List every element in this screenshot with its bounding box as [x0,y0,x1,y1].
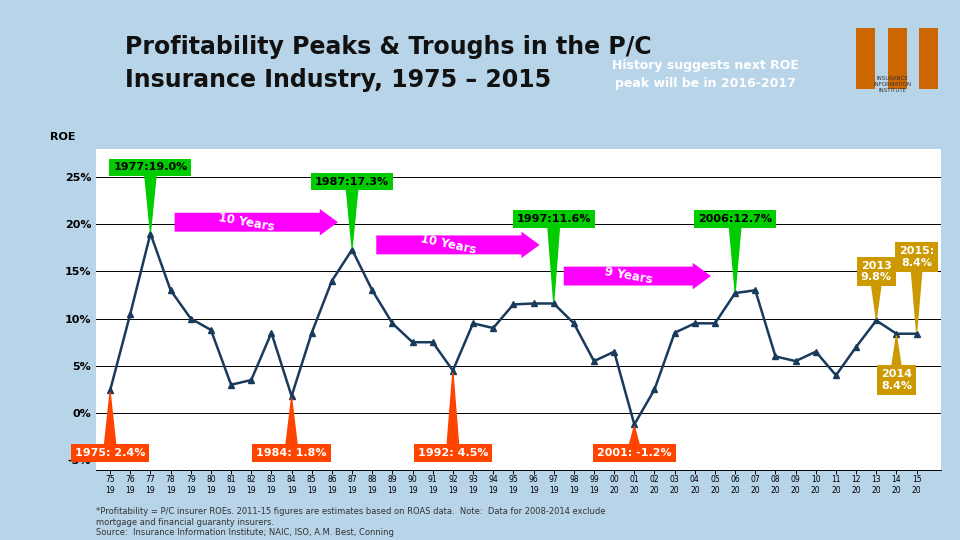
FancyArrow shape [564,263,711,289]
Text: 1977:19.0%: 1977:19.0% [113,163,187,172]
Polygon shape [729,223,741,291]
Text: 10 Years: 10 Years [420,233,477,257]
Polygon shape [547,223,560,301]
Bar [856,58,875,89]
Text: 1987:17.3%: 1987:17.3% [315,177,389,187]
Polygon shape [144,171,156,232]
Text: Profitability Peaks & Troughs in the P/C: Profitability Peaks & Troughs in the P/C [125,35,652,59]
Text: 1975: 2.4%: 1975: 2.4% [75,448,145,458]
Text: 1997:11.6%: 1997:11.6% [516,214,591,225]
Polygon shape [346,185,358,248]
Text: History suggests next ROE
peak will be in 2016-2017: History suggests next ROE peak will be i… [612,59,799,90]
Polygon shape [890,335,902,376]
Bar [887,28,906,58]
Polygon shape [104,392,116,449]
Text: 1984: 1.8%: 1984: 1.8% [256,448,326,458]
Text: 2014
8.4%: 2014 8.4% [881,369,912,391]
FancyArrow shape [175,209,338,235]
Bar [887,58,906,89]
Text: 2006:12.7%: 2006:12.7% [698,214,772,225]
Text: ROE: ROE [50,132,75,142]
Text: Insurance Industry, 1975 – 2015: Insurance Industry, 1975 – 2015 [125,68,551,91]
Polygon shape [285,398,298,449]
Text: INSURANCE
INFORMATION
INSTITUTE: INSURANCE INFORMATION INSTITUTE [874,76,912,93]
Polygon shape [446,373,459,449]
Text: 10 Years: 10 Years [218,211,276,233]
Polygon shape [628,427,640,449]
Text: 2013
9.8%: 2013 9.8% [861,260,892,282]
Text: 2001: -1.2%: 2001: -1.2% [597,448,672,458]
FancyArrow shape [376,232,540,258]
Text: *Profitability = P/C insurer ROEs. 2011-15 figures are estimates based on ROAS d: *Profitability = P/C insurer ROEs. 2011-… [96,508,606,537]
Text: 1992: 4.5%: 1992: 4.5% [418,448,488,458]
Polygon shape [910,261,923,332]
Polygon shape [870,275,882,319]
Bar [920,58,938,89]
Text: 9 Years: 9 Years [604,266,654,287]
Bar [920,28,938,58]
Text: 2015:
8.4%: 2015: 8.4% [899,246,934,268]
Bar [856,28,875,58]
